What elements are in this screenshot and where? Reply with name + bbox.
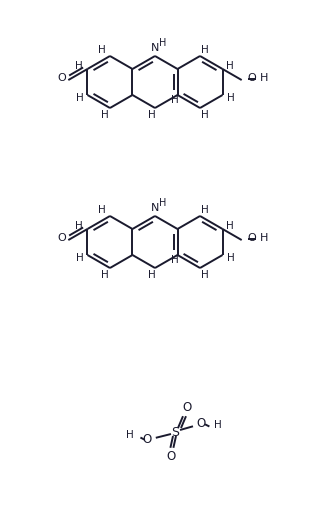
Text: H: H [76, 93, 83, 103]
Text: H: H [75, 221, 82, 231]
Text: H: H [201, 45, 209, 55]
Text: O: O [247, 73, 256, 83]
Text: H: H [226, 221, 233, 231]
Text: H: H [75, 61, 82, 71]
Text: H: H [227, 93, 235, 103]
Text: H: H [101, 270, 109, 280]
Text: H: H [260, 73, 268, 83]
Text: O: O [196, 417, 206, 430]
Text: H: H [76, 253, 83, 263]
Text: H: H [260, 233, 268, 243]
Text: S: S [171, 425, 179, 438]
Text: H: H [226, 61, 233, 71]
Text: H: H [201, 205, 209, 215]
Text: O: O [247, 233, 256, 243]
Text: H: H [148, 270, 156, 280]
Text: H: H [98, 45, 106, 55]
Text: H: H [201, 110, 209, 120]
Text: H: H [171, 95, 178, 105]
Text: N: N [151, 43, 159, 53]
Text: N: N [151, 203, 159, 213]
Text: H: H [159, 38, 167, 48]
Text: H: H [201, 270, 209, 280]
Text: H: H [148, 110, 156, 120]
Text: H: H [227, 253, 235, 263]
Text: O: O [167, 450, 176, 463]
Text: H: H [159, 198, 167, 208]
Text: O: O [57, 233, 66, 243]
Text: O: O [182, 401, 192, 414]
Text: H: H [98, 205, 106, 215]
Text: H: H [125, 431, 133, 440]
Text: H: H [101, 110, 109, 120]
Text: H: H [213, 419, 221, 430]
Text: H: H [171, 255, 178, 265]
Text: O: O [142, 433, 151, 446]
Text: O: O [57, 73, 66, 83]
